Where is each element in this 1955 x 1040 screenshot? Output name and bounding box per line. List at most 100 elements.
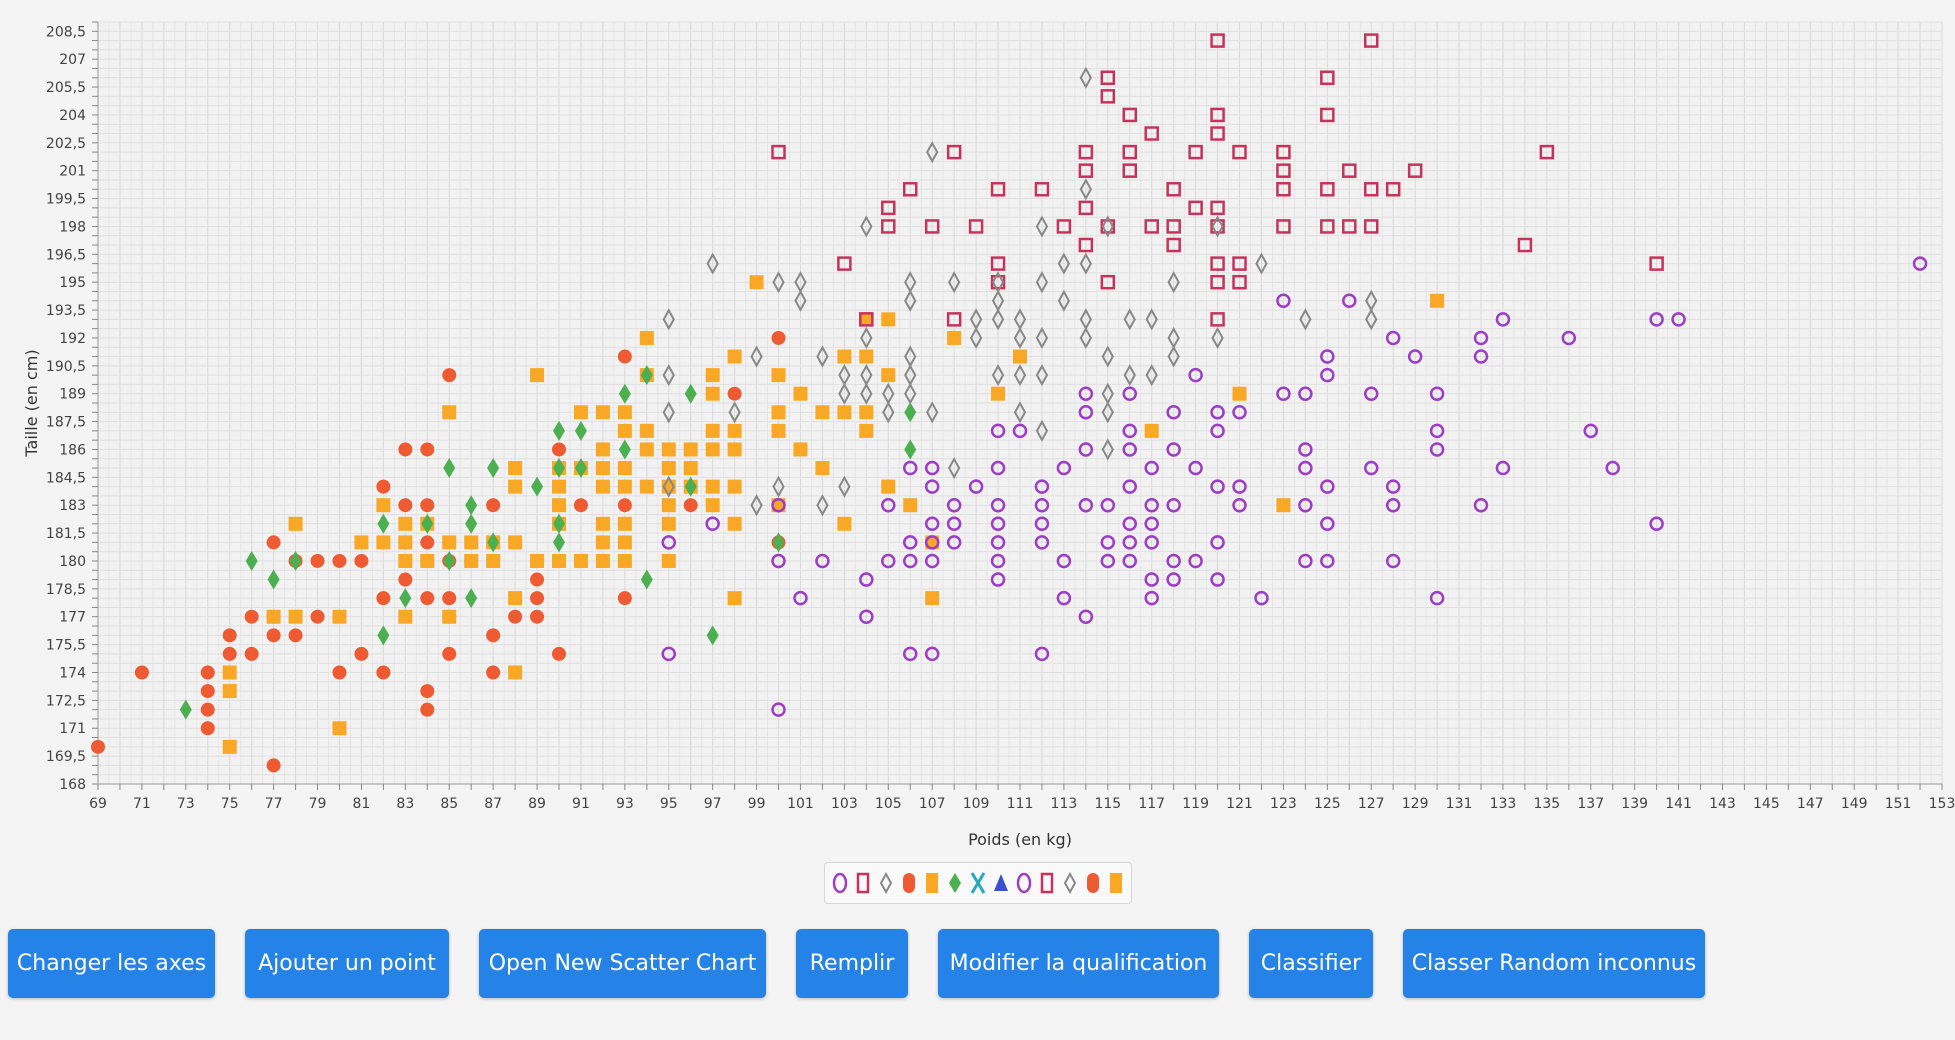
data-point — [1013, 349, 1027, 364]
data-point — [705, 498, 720, 513]
data-point — [1495, 460, 1511, 476]
open-scatter-chart-button[interactable]: Open New Scatter Chart — [479, 929, 766, 998]
data-point — [1144, 219, 1159, 234]
classify-random-button[interactable]: Classer Random inconnus — [1403, 929, 1705, 998]
data-point — [266, 535, 281, 550]
data-point — [1188, 553, 1203, 569]
series-4 — [661, 256, 1928, 717]
data-point — [595, 405, 610, 420]
data-point — [244, 609, 259, 624]
data-point — [1649, 256, 1664, 271]
data-point — [1276, 144, 1291, 160]
data-point — [881, 219, 896, 234]
data-point — [420, 684, 435, 699]
x-tick-label: 93 — [616, 796, 634, 812]
classify-button[interactable]: Classifier — [1249, 929, 1373, 998]
y-tick-label: 177 — [59, 610, 86, 626]
data-point — [595, 442, 610, 457]
legend-symbol-hollow-diamond — [879, 871, 893, 895]
data-point — [1210, 107, 1225, 123]
fill-button[interactable]: Remplir — [796, 929, 908, 998]
data-point — [1166, 442, 1181, 457]
y-tick-label: 190,5 — [46, 359, 86, 375]
data-point — [530, 591, 545, 606]
data-point — [1342, 163, 1357, 178]
data-point — [1363, 460, 1379, 476]
y-tick-label: 202,5 — [46, 136, 86, 152]
data-point — [1561, 330, 1577, 346]
data-point — [683, 461, 698, 476]
data-point — [266, 758, 281, 773]
data-point — [772, 271, 785, 294]
data-point — [1078, 386, 1094, 401]
data-point — [639, 330, 654, 345]
data-point — [508, 535, 523, 550]
x-tick-label: 85 — [440, 796, 458, 812]
data-point — [617, 591, 632, 606]
data-point — [1057, 252, 1071, 275]
data-point — [684, 383, 697, 404]
data-point — [1188, 144, 1203, 160]
data-point — [859, 572, 874, 587]
data-point — [1210, 256, 1225, 271]
x-tick-label: 75 — [221, 796, 239, 812]
y-tick-label: 207 — [59, 52, 86, 68]
data-point — [1122, 423, 1138, 439]
change-axes-button[interactable]: Changer les axes — [8, 929, 215, 998]
legend-symbol-x — [970, 872, 986, 894]
data-point — [1320, 219, 1335, 234]
data-point — [639, 442, 654, 457]
data-point — [1122, 535, 1138, 550]
data-point — [1101, 345, 1114, 368]
data-point — [1671, 312, 1686, 327]
data-point — [1079, 178, 1093, 201]
legend-symbol-diamond — [949, 873, 961, 893]
y-tick-label: 189 — [59, 387, 86, 403]
y-tick-label: 184,5 — [46, 470, 86, 486]
data-point — [968, 219, 984, 234]
data-point — [1100, 70, 1116, 86]
data-point — [837, 349, 852, 364]
data-point — [465, 513, 478, 534]
data-point — [617, 479, 632, 494]
data-point — [1123, 308, 1136, 331]
data-point — [1166, 219, 1181, 234]
x-tick-label: 129 — [1402, 796, 1429, 812]
data-point — [200, 702, 215, 717]
data-point — [222, 646, 237, 661]
y-tick-label: 204 — [59, 108, 86, 124]
add-point-button[interactable]: Ajouter un point — [245, 929, 449, 998]
data-point — [1320, 367, 1335, 383]
series-3 — [179, 365, 917, 720]
data-point — [771, 497, 786, 513]
data-point — [925, 591, 940, 606]
data-point — [1166, 497, 1181, 513]
modify-qualification-button[interactable]: Modifier la qualification — [938, 929, 1219, 998]
data-point — [420, 702, 435, 717]
data-point — [244, 646, 259, 661]
data-point — [1166, 405, 1181, 420]
data-point — [1320, 479, 1335, 494]
data-point — [332, 609, 347, 624]
data-point — [990, 535, 1006, 550]
data-point — [1276, 163, 1291, 178]
data-point — [1144, 460, 1159, 476]
data-point — [310, 609, 325, 624]
data-point — [662, 308, 675, 331]
data-point — [924, 646, 940, 662]
data-point — [1079, 326, 1093, 350]
data-point — [354, 553, 369, 568]
data-point — [727, 442, 742, 457]
y-tick-label: 192 — [59, 331, 86, 347]
series-1 — [91, 330, 786, 773]
data-point — [530, 368, 545, 383]
data-point — [946, 144, 962, 160]
data-point — [947, 456, 961, 480]
data-point — [750, 494, 763, 517]
data-point — [617, 349, 632, 364]
data-point — [464, 553, 479, 568]
data-point — [990, 516, 1006, 532]
data-point — [443, 458, 456, 479]
data-point — [1583, 423, 1599, 439]
x-tick-label: 127 — [1358, 796, 1385, 812]
